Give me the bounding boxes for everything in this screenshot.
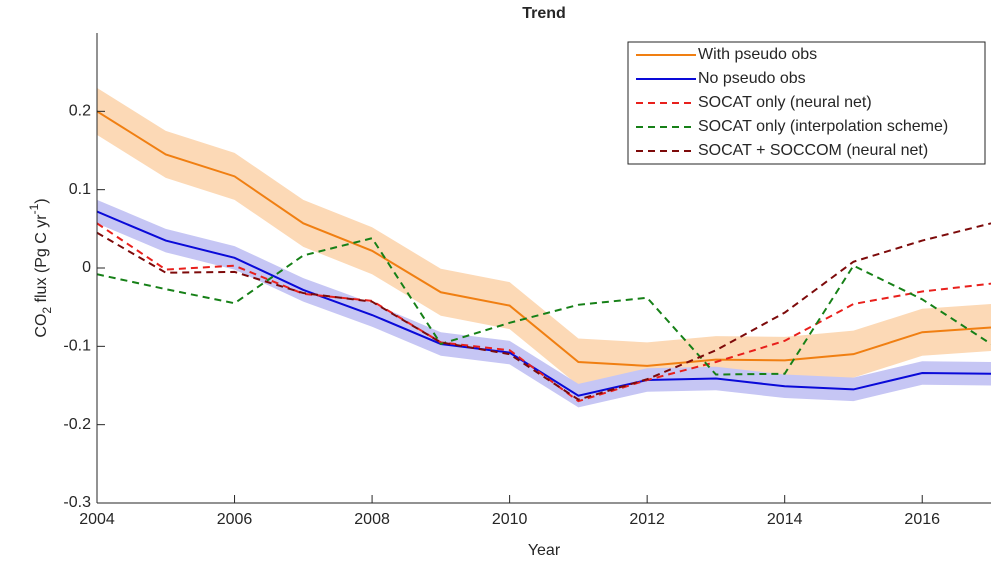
y-tick-label: -0.2 <box>63 416 91 433</box>
legend-label: SOCAT only (interpolation scheme) <box>698 118 948 135</box>
y-tick-label: 0 <box>82 259 91 276</box>
series-line <box>97 222 991 403</box>
legend-label: SOCAT + SOCCOM (neural net) <box>698 142 928 159</box>
y-axis-label: CO2 flux (Pg C yr-1) <box>27 198 54 337</box>
y-label-part: ) <box>33 198 50 203</box>
series-line <box>97 222 991 401</box>
y-tick-label: 0.2 <box>69 103 91 120</box>
y-label-sub: 2 <box>40 307 54 314</box>
x-tick-label: 2006 <box>217 511 253 528</box>
x-axis-label: Year <box>528 542 561 559</box>
series-line <box>97 210 991 397</box>
y-label-sup: -1 <box>27 203 41 214</box>
x-tick-label: 2004 <box>79 511 115 528</box>
legend-label: SOCAT only (neural net) <box>698 94 872 111</box>
plot-area <box>97 87 991 408</box>
y-label-part: CO <box>33 314 50 338</box>
x-tick-label: 2010 <box>492 511 528 528</box>
legend-label: No pseudo obs <box>698 70 806 87</box>
y-tick-label: 0.1 <box>69 181 91 198</box>
uncertainty-band <box>97 199 991 408</box>
y-label-part: flux (Pg C yr <box>33 214 50 307</box>
chart-title: Trend <box>522 5 566 22</box>
x-tick-label: 2008 <box>354 511 390 528</box>
uncertainty-band <box>97 87 991 390</box>
x-tick-label: 2016 <box>904 511 940 528</box>
y-tick-label: -0.1 <box>63 338 91 355</box>
x-tick-label: 2014 <box>767 511 803 528</box>
y-tick-label: -0.3 <box>63 494 91 511</box>
series-line <box>97 237 991 376</box>
series-line <box>97 110 991 367</box>
x-tick-label: 2012 <box>629 511 665 528</box>
legend-label: With pseudo obs <box>698 46 817 63</box>
